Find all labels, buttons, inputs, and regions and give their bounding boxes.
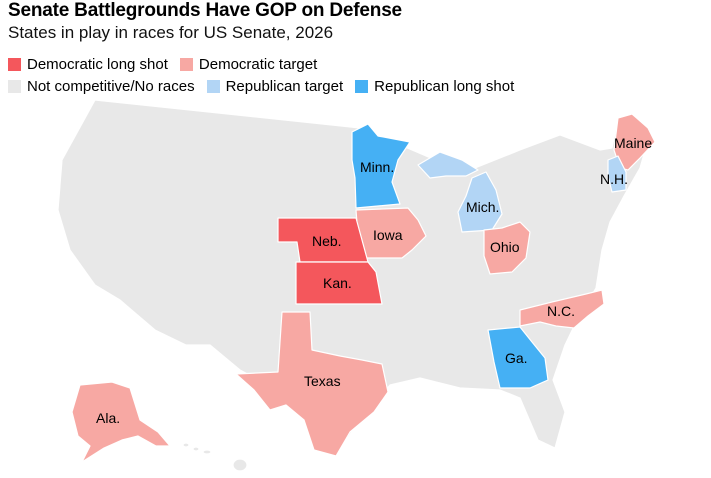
legend-label: Democratic long shot — [27, 55, 168, 73]
label-minnesota: Minn. — [360, 159, 394, 175]
label-georgia: Ga. — [505, 350, 528, 366]
legend-item-rep-target: Republican target — [206, 77, 344, 95]
state-michigan-upper — [417, 151, 479, 179]
label-maine: Maine — [614, 135, 652, 151]
state-kansas — [295, 261, 383, 305]
label-iowa: Iowa — [373, 227, 403, 243]
hawaii-island — [182, 442, 190, 448]
legend-swatch — [8, 57, 21, 71]
legend: Democratic long shot Democratic target N… — [8, 53, 526, 97]
state-texas — [235, 311, 389, 457]
hawaii-island — [232, 458, 248, 472]
legend-label: Democratic target — [198, 55, 318, 73]
legend-label: Republican long shot — [374, 77, 515, 95]
chart-subtitle: States in play in races for US Senate, 2… — [8, 23, 334, 42]
state-new-hampshire — [607, 155, 627, 193]
legend-swatch — [206, 79, 220, 93]
state-hawaii — [182, 442, 248, 472]
state-north-carolina — [519, 289, 605, 329]
legend-item-dem-target: Democratic target — [179, 55, 318, 73]
label-alaska: Ala. — [96, 410, 120, 426]
legend-label: Not competitive/No races — [27, 77, 195, 95]
state-alaska — [71, 381, 171, 463]
state-ohio — [483, 221, 531, 275]
legend-item-rep-long-shot: Republican long shot — [355, 78, 514, 95]
state-minnesota — [351, 123, 411, 209]
label-nebraska: Neb. — [312, 233, 342, 249]
legend-swatch — [355, 79, 369, 93]
label-texas: Texas — [304, 373, 341, 389]
state-maine — [613, 113, 656, 171]
label-new-hampshire: N.H. — [600, 171, 628, 187]
chart-title: Senate Battlegrounds Have GOP on Defense — [8, 0, 402, 21]
legend-item-not-competitive: Not competitive/No races — [8, 78, 195, 95]
label-north-carolina: N.C. — [547, 303, 575, 319]
legend-swatch — [8, 79, 21, 93]
legend-label: Republican target — [225, 77, 344, 95]
hawaii-island — [202, 449, 212, 455]
state-georgia — [487, 326, 549, 389]
label-michigan: Mich. — [466, 199, 499, 215]
legend-swatch — [179, 57, 193, 71]
label-ohio: Ohio — [490, 239, 520, 255]
hawaii-island — [192, 446, 200, 452]
legend-item-dem-long-shot: Democratic long shot — [8, 56, 168, 73]
label-kansas: Kan. — [323, 275, 352, 291]
